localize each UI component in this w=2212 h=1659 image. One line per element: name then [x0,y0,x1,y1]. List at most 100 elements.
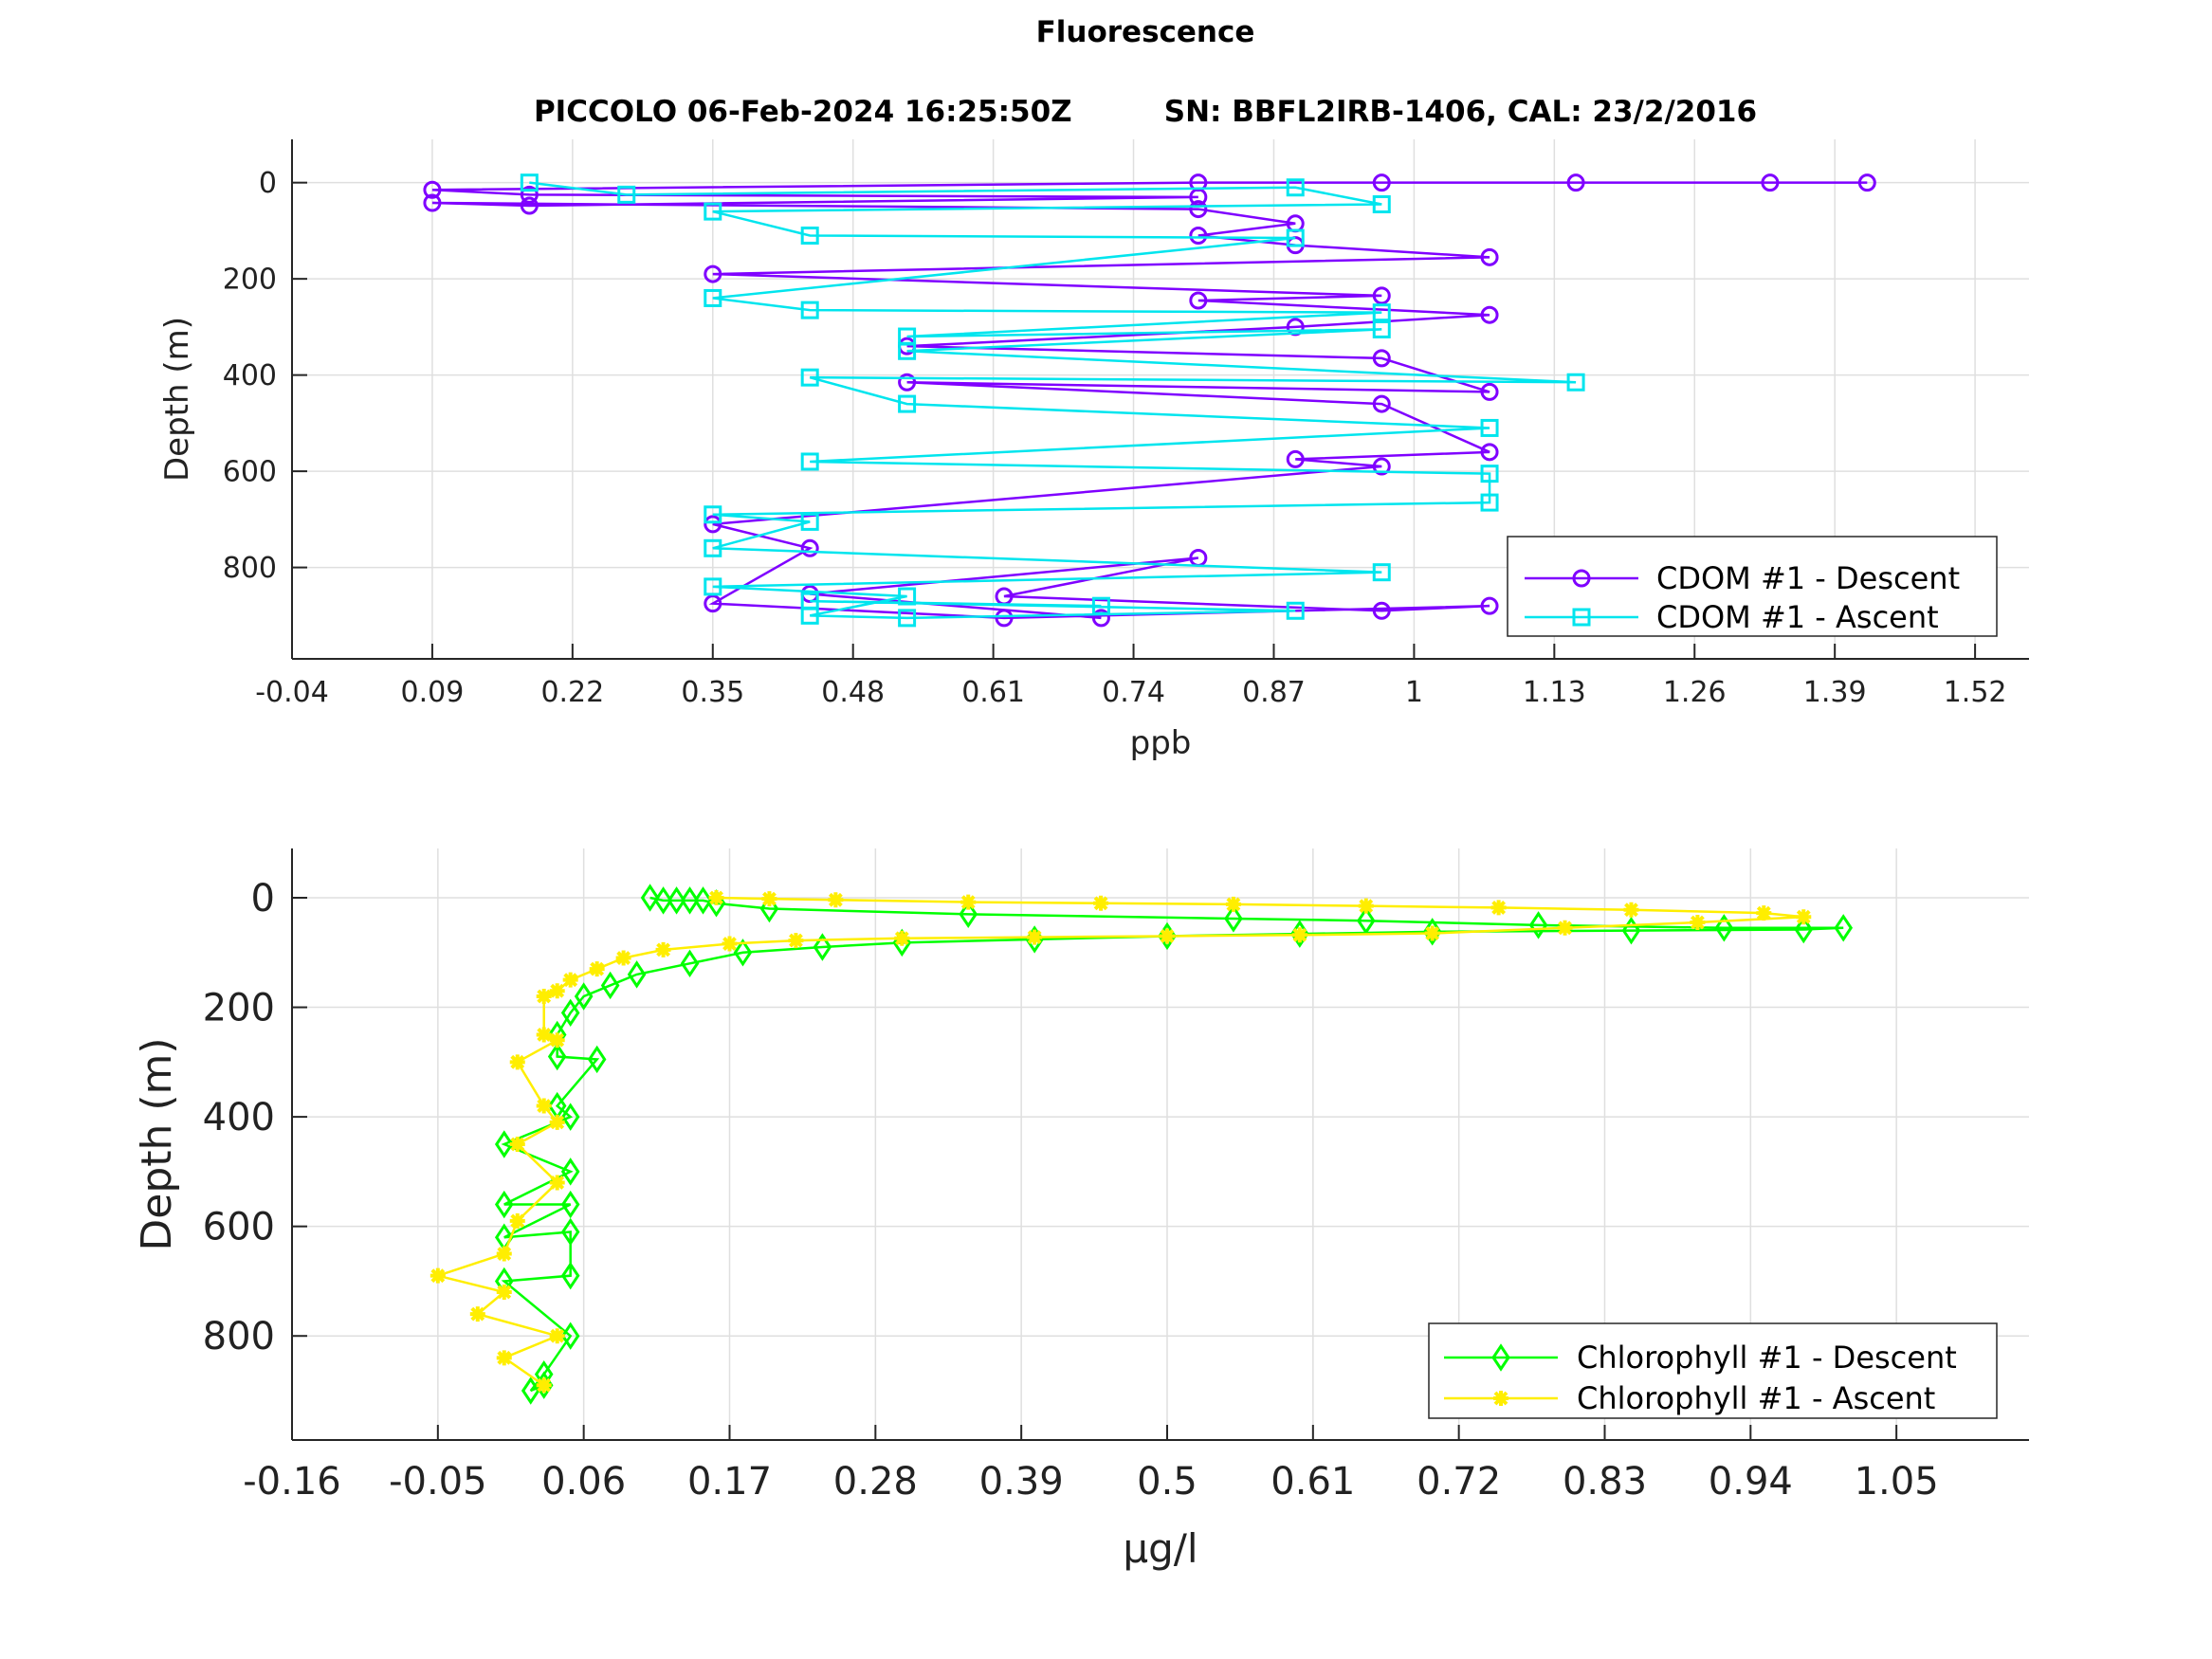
cdom-data-point [704,288,722,307]
cdom-x-tick-label: -0.04 [255,676,329,709]
chlorophyll-data-point [1756,905,1772,921]
cdom-data-point [704,577,722,596]
cdom-x-tick-label: 1 [1405,676,1423,709]
chlorophyll-x-axis-label: μg/l [1123,1525,1197,1572]
chlorophyll-data-point [1621,916,1641,945]
cdom-data-point [704,594,722,613]
cdom-data-point [1480,382,1499,401]
cdom-data-point [1372,286,1391,305]
chlorophyll-data-point [653,886,673,915]
chlorophyll-series-1 [430,890,1812,1394]
chlorophyll-x-tick-label: 0.06 [541,1460,626,1504]
chlorophyll-data-point [761,891,777,907]
chlorophyll-x-tick-label: 0.72 [1417,1460,1501,1504]
cdom-data-point [898,341,917,360]
chlorophyll-data-point [494,1130,514,1158]
cdom-data-point [1091,596,1110,615]
chlorophyll-data-point [600,971,620,1000]
cdom-data-point [1480,596,1499,615]
cdom-legend-box [1507,536,1998,637]
cdom-x-tick-label: 1.13 [1523,676,1586,709]
chlorophyll-data-point [547,1042,567,1071]
chlorophyll-data-point [560,1217,580,1247]
cdom-x-ticks: -0.04 0.09 0.22 0.35 0.48 0.61 0.74 0.87 1 1.13 1.… [255,644,2007,709]
cdom-x-tick-label: 0.74 [1102,676,1165,709]
cdom-data-point [1566,373,1585,392]
chlorophyll-data-point [1225,896,1241,912]
chlorophyll-data-point [1424,925,1440,941]
cdom-y-tick-label: 400 [223,359,277,392]
chlorophyll-data-point [1623,902,1639,918]
chlorophyll-data-point [1690,915,1706,930]
cdom-data-point [1372,303,1391,322]
chlorophyll-x-tick-label: 0.61 [1271,1460,1355,1504]
chlorophyll-data-point [1714,914,1734,942]
chlorophyll-data-point [496,1246,512,1262]
cdom-data-point [1286,601,1305,620]
cdom-y-tick-label: 800 [223,552,277,585]
chlorophyll-x-tick-label: -0.16 [243,1460,341,1504]
chlorophyll-data-point [667,886,686,915]
chlorophyll-data-point [536,1098,552,1114]
chlorophyll-data-point [562,972,578,988]
chlorophyll-data-point [1794,915,1814,944]
chlorophyll-legend-box [1428,1322,1998,1419]
chlorophyll-data-point [680,949,700,978]
chlorophyll-data-point [469,1306,485,1322]
cdom-y-axis-label: Depth (m) [158,317,196,482]
cdom-data-point [1857,173,1876,192]
chlorophyll-legend-label: Chlorophyll #1 - Ascent [1577,1380,1935,1416]
chlorophyll-data-point [894,930,910,946]
chlorophyll-data-point [1796,909,1812,925]
chlorophyll-data-point [1291,927,1307,943]
cdom-data-point [995,609,1014,628]
cdom-data-point [1480,418,1499,437]
cdom-x-tick-label: 0.09 [401,676,465,709]
chlorophyll-data-point [549,1032,565,1048]
chlorophyll-data-point [788,933,804,949]
chlorophyll-data-point [536,1027,552,1043]
cdom-data-point [1372,457,1391,476]
cdom-data-point [800,452,819,471]
cdom-data-point [1372,195,1391,213]
chlorophyll-data-point [1528,911,1548,939]
cdom-x-tick-label: 1.39 [1803,676,1867,709]
cdom-data-point [423,180,442,199]
cdom-data-point [1761,173,1780,192]
chlorophyll-data-point [693,886,713,915]
cdom-data-point [1286,449,1305,468]
chlorophyll-series-layer [430,884,1854,1405]
chlorophyll-x-ticks: -0.16 -0.05 0.06 0.17 0.28 0.39 0.5 0.61 0.72 0.8… [243,1425,1939,1504]
cdom-data-point [1480,465,1499,483]
cdom-data-point [1189,200,1208,219]
chlorophyll-data-point [1358,898,1374,914]
chlorophyll-data-point [549,1328,565,1344]
cdom-series-1 [520,173,1585,628]
cdom-data-point [1286,228,1305,247]
chlorophyll-data-point [509,1137,525,1152]
cdom-x-tick-label: 1.52 [1944,676,2007,709]
chlorophyll-chart: -0.16 -0.05 0.06 0.17 0.28 0.39 0.5 0.61 0.72 0.8… [133,848,2029,1572]
chlorophyll-x-tick-label: 0.5 [1137,1460,1197,1504]
cdom-data-point [1566,173,1585,192]
cdom-data-point [1372,173,1391,192]
cdom-data-point [1480,247,1499,266]
cdom-chart: -0.04 0.09 0.22 0.35 0.48 0.61 0.74 0.87 1 1.13 1.… [158,139,2029,762]
cdom-data-point [1372,563,1391,582]
cdom-x-tick-label: 0.35 [681,676,744,709]
cdom-data-point [800,512,819,531]
chlorophyll-data-point [1557,920,1573,936]
chlorophyll-data-point [549,983,565,999]
chlorophyll-data-point [640,884,660,912]
chlorophyll-data-point [708,890,724,905]
chlorophyll-data-point [960,894,977,910]
chlorophyll-data-point [509,1212,525,1229]
chlorophyll-data-point [587,1045,607,1074]
chlorophyll-y-tick-label: 0 [251,877,275,921]
chlorophyll-x-tick-label: 0.83 [1563,1460,1647,1504]
chlorophyll-y-tick-label: 200 [203,987,275,1030]
chlorophyll-data-point [627,960,647,989]
cdom-data-point [898,609,917,628]
cdom-data-point [1372,601,1391,620]
